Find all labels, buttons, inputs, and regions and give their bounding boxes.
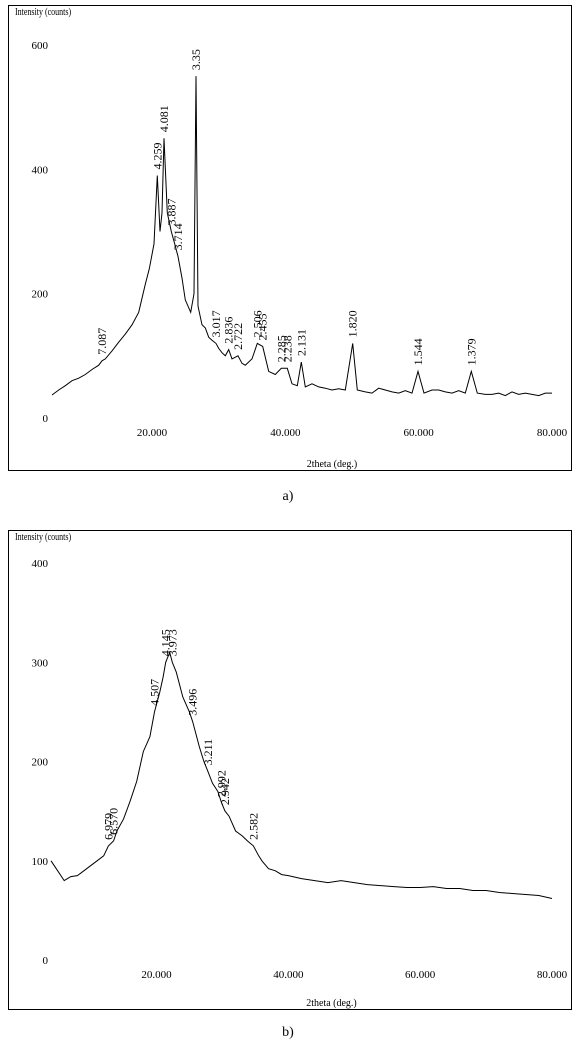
peak-label: 3.714 (171, 223, 185, 250)
panel-frame (8, 5, 572, 471)
x-axis-title: 2theta (deg.) (306, 998, 357, 1009)
x-tick-label: 60.000 (405, 969, 436, 981)
y-tick-label: 600 (32, 40, 49, 52)
peak-label: 2.285 (274, 335, 288, 362)
data-line (50, 650, 553, 899)
peak-label: 6.570 (107, 808, 121, 835)
x-tick-label: 80.000 (537, 427, 568, 439)
x-axis-title: 2theta (deg.) (307, 459, 358, 470)
peak-label: 2.722 (231, 323, 245, 350)
peak-label: 3.35 (189, 49, 203, 70)
y-tick-label: 0 (43, 955, 49, 967)
x-tick-label: 80.000 (537, 969, 568, 981)
peak-label: 2.131 (294, 329, 308, 356)
peak-label: 4.081 (157, 105, 171, 132)
peak-label: 1.820 (346, 310, 360, 337)
peak-label: 4.145 (159, 629, 173, 656)
x-tick-label: 40.000 (273, 969, 304, 981)
peak-label: 2.836 (222, 317, 236, 344)
x-tick-label: 60.000 (404, 427, 435, 439)
peak-label: 3.017 (209, 310, 223, 337)
y-tick-label: 100 (32, 856, 49, 868)
peak-label: 2.582 (246, 813, 260, 840)
peak-label: 2.992 (215, 770, 229, 797)
y-tick-label: 400 (32, 164, 49, 176)
peak-label: 1.544 (411, 338, 425, 365)
peak-label: 2.455 (256, 314, 270, 341)
peak-label: 2.238 (280, 335, 294, 362)
x-tick-label: 20.000 (141, 969, 172, 981)
peak-label: 7.087 (95, 328, 109, 355)
peak-label: 1.379 (464, 338, 478, 365)
peak-label: 4.507 (147, 679, 161, 706)
peak-label: 2.942 (218, 778, 232, 805)
y-axis-title: Intensity (counts) (15, 531, 71, 542)
peak-label: 3.211 (201, 739, 215, 766)
y-tick-label: 400 (32, 558, 49, 570)
caption: b) (282, 1025, 294, 1040)
peak-label: 3.887 (164, 199, 178, 226)
peak-label: 3.973 (165, 629, 179, 656)
y-tick-label: 0 (43, 413, 49, 425)
y-tick-label: 200 (32, 289, 49, 301)
panel-frame (8, 530, 572, 1010)
data-line (51, 76, 552, 397)
peak-label: 6.979 (101, 813, 115, 840)
y-tick-label: 200 (32, 757, 49, 769)
caption: a) (283, 489, 294, 504)
peak-label: 4.259 (150, 143, 164, 170)
x-tick-label: 40.000 (270, 427, 301, 439)
y-tick-label: 300 (32, 657, 49, 669)
peak-label: 3.496 (186, 689, 200, 716)
y-axis-title: Intensity (counts) (15, 6, 71, 17)
x-tick-label: 20.000 (137, 427, 168, 439)
peak-label: 2.506 (250, 310, 264, 337)
